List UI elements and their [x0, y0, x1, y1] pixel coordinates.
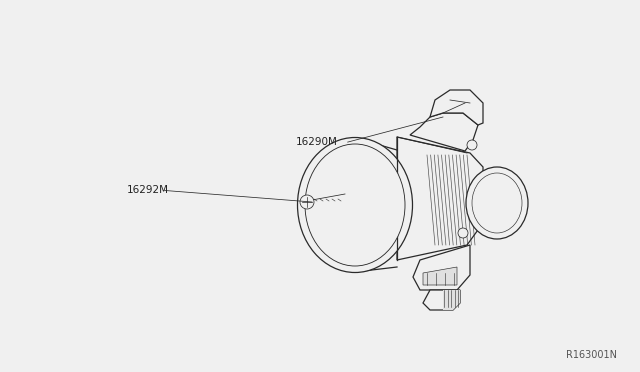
Ellipse shape: [472, 173, 522, 233]
Ellipse shape: [298, 138, 413, 273]
Polygon shape: [410, 113, 478, 151]
Polygon shape: [423, 290, 460, 310]
Ellipse shape: [300, 195, 314, 209]
Polygon shape: [423, 267, 457, 285]
Polygon shape: [397, 137, 483, 260]
Ellipse shape: [466, 167, 528, 239]
Text: 16290M: 16290M: [296, 137, 337, 147]
Text: 16292M: 16292M: [127, 186, 169, 195]
Ellipse shape: [467, 140, 477, 150]
Polygon shape: [413, 245, 470, 290]
Polygon shape: [443, 290, 460, 310]
Text: R163001N: R163001N: [566, 350, 618, 360]
Polygon shape: [430, 90, 483, 125]
Ellipse shape: [458, 228, 468, 238]
Ellipse shape: [305, 144, 405, 266]
